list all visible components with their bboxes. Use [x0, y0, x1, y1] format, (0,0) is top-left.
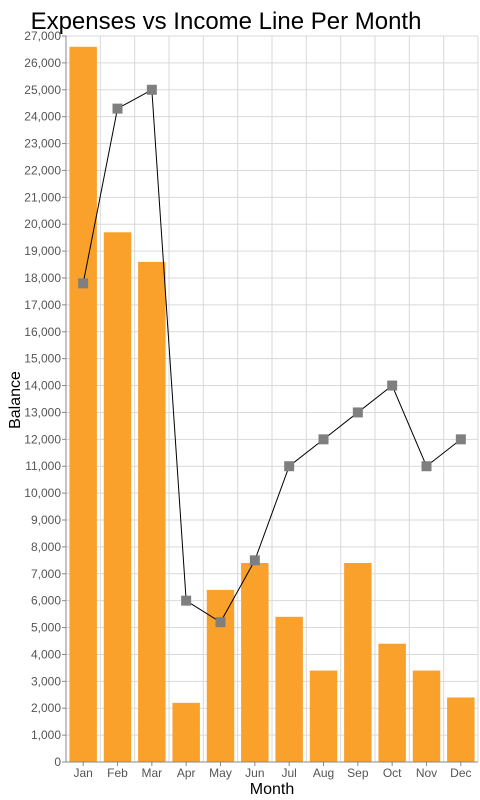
line-marker-aug: [318, 434, 329, 445]
bar-jul: [275, 616, 303, 762]
y-tick-label: 11,000: [25, 459, 61, 473]
line-marker-feb: [112, 103, 123, 114]
bar-mar: [138, 261, 166, 762]
bar-series: [69, 46, 475, 763]
line-marker-jun: [249, 555, 260, 566]
y-tick-label: 1,000: [31, 728, 61, 742]
y-tick-label: 17,000: [24, 298, 61, 312]
y-tick-label: 7,000: [31, 567, 61, 581]
x-tick-label: Nov: [416, 766, 437, 780]
line-series: [78, 84, 466, 628]
y-tick-label: 12,000: [24, 432, 61, 446]
line-marker-jan: [78, 278, 89, 289]
series-line: [82, 88, 462, 623]
y-tick-label: 20,000: [24, 217, 61, 231]
y-tick-label: 24,000: [24, 110, 61, 124]
y-tick-label: 15,000: [24, 352, 61, 366]
bar-apr: [172, 702, 200, 762]
x-tick-label: Apr: [177, 766, 196, 780]
line-marker-oct: [387, 380, 398, 391]
axes: 0 1,000 2,000 3,000 4,000 5,000 6,000 7,000 8,00…: [24, 29, 478, 780]
x-tick-label: Jun: [245, 766, 264, 780]
y-tick-label: 3,000: [31, 674, 61, 688]
y-tick-label: 9,000: [31, 513, 61, 527]
x-axis-label: Month: [250, 781, 294, 798]
bar-aug: [309, 670, 338, 762]
y-tick-label: 2,000: [31, 701, 61, 715]
y-tick-label: 6,000: [31, 594, 61, 608]
y-axis-label: Balance: [7, 371, 24, 429]
y-tick-label: 19,000: [24, 244, 61, 258]
x-tick-label: Jan: [73, 766, 92, 780]
line-marker-apr: [181, 595, 192, 606]
line-marker-jul: [284, 461, 295, 472]
bar-nov: [412, 670, 441, 762]
line-marker-mar: [146, 84, 157, 95]
line-marker-may: [215, 617, 226, 628]
y-tick-label: 21,000: [24, 190, 61, 204]
x-tick-label: May: [209, 766, 232, 780]
y-tick-label: 14,000: [24, 379, 61, 393]
y-tick-label: 8,000: [31, 540, 61, 554]
y-tick-label: 4,000: [31, 647, 61, 661]
line-marker-dec: [455, 434, 466, 445]
bar-sep: [344, 563, 372, 762]
x-tick-label: Aug: [313, 766, 334, 780]
bar-feb: [103, 232, 132, 763]
line-marker-sep: [352, 407, 363, 418]
x-tick-label: Mar: [141, 766, 162, 780]
bar-jan: [69, 46, 97, 762]
bar-jun: [241, 563, 269, 762]
y-tick-label: 5,000: [31, 621, 61, 635]
y-tick-label: 27,000: [24, 29, 61, 43]
bar-oct: [378, 643, 406, 762]
y-tick-label: 13,000: [24, 405, 61, 419]
y-tick-label: 10,000: [24, 486, 61, 500]
y-tick-label: 0: [54, 755, 61, 769]
x-tick-label: Jul: [281, 766, 296, 780]
y-tick-label: 23,000: [24, 137, 61, 151]
y-tick-label: 22,000: [24, 163, 61, 177]
y-tick-label: 25,000: [24, 83, 61, 97]
y-tick-label: 16,000: [24, 325, 61, 339]
x-tick-label: Feb: [107, 766, 128, 780]
x-tick-label: Dec: [450, 766, 471, 780]
x-tick-label: Oct: [383, 766, 402, 780]
bar-dec: [447, 697, 475, 762]
x-tick-label: Sep: [347, 766, 369, 780]
chart-title: Expenses vs Income Line Per Month: [31, 8, 422, 35]
y-tick-label: 26,000: [24, 56, 61, 70]
y-tick-label: 18,000: [24, 271, 61, 285]
line-marker-nov: [421, 461, 432, 472]
